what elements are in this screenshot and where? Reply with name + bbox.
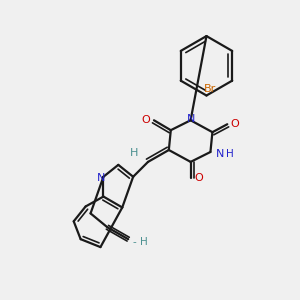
Text: O: O <box>142 115 150 125</box>
Text: - H: - H <box>133 237 148 247</box>
Text: N: N <box>216 149 224 159</box>
Text: O: O <box>194 173 203 183</box>
Text: H: H <box>226 149 234 159</box>
Text: H: H <box>130 148 138 158</box>
Text: N: N <box>186 114 195 124</box>
Text: O: O <box>231 119 240 129</box>
Text: N: N <box>97 173 106 183</box>
Text: Br: Br <box>204 84 217 94</box>
